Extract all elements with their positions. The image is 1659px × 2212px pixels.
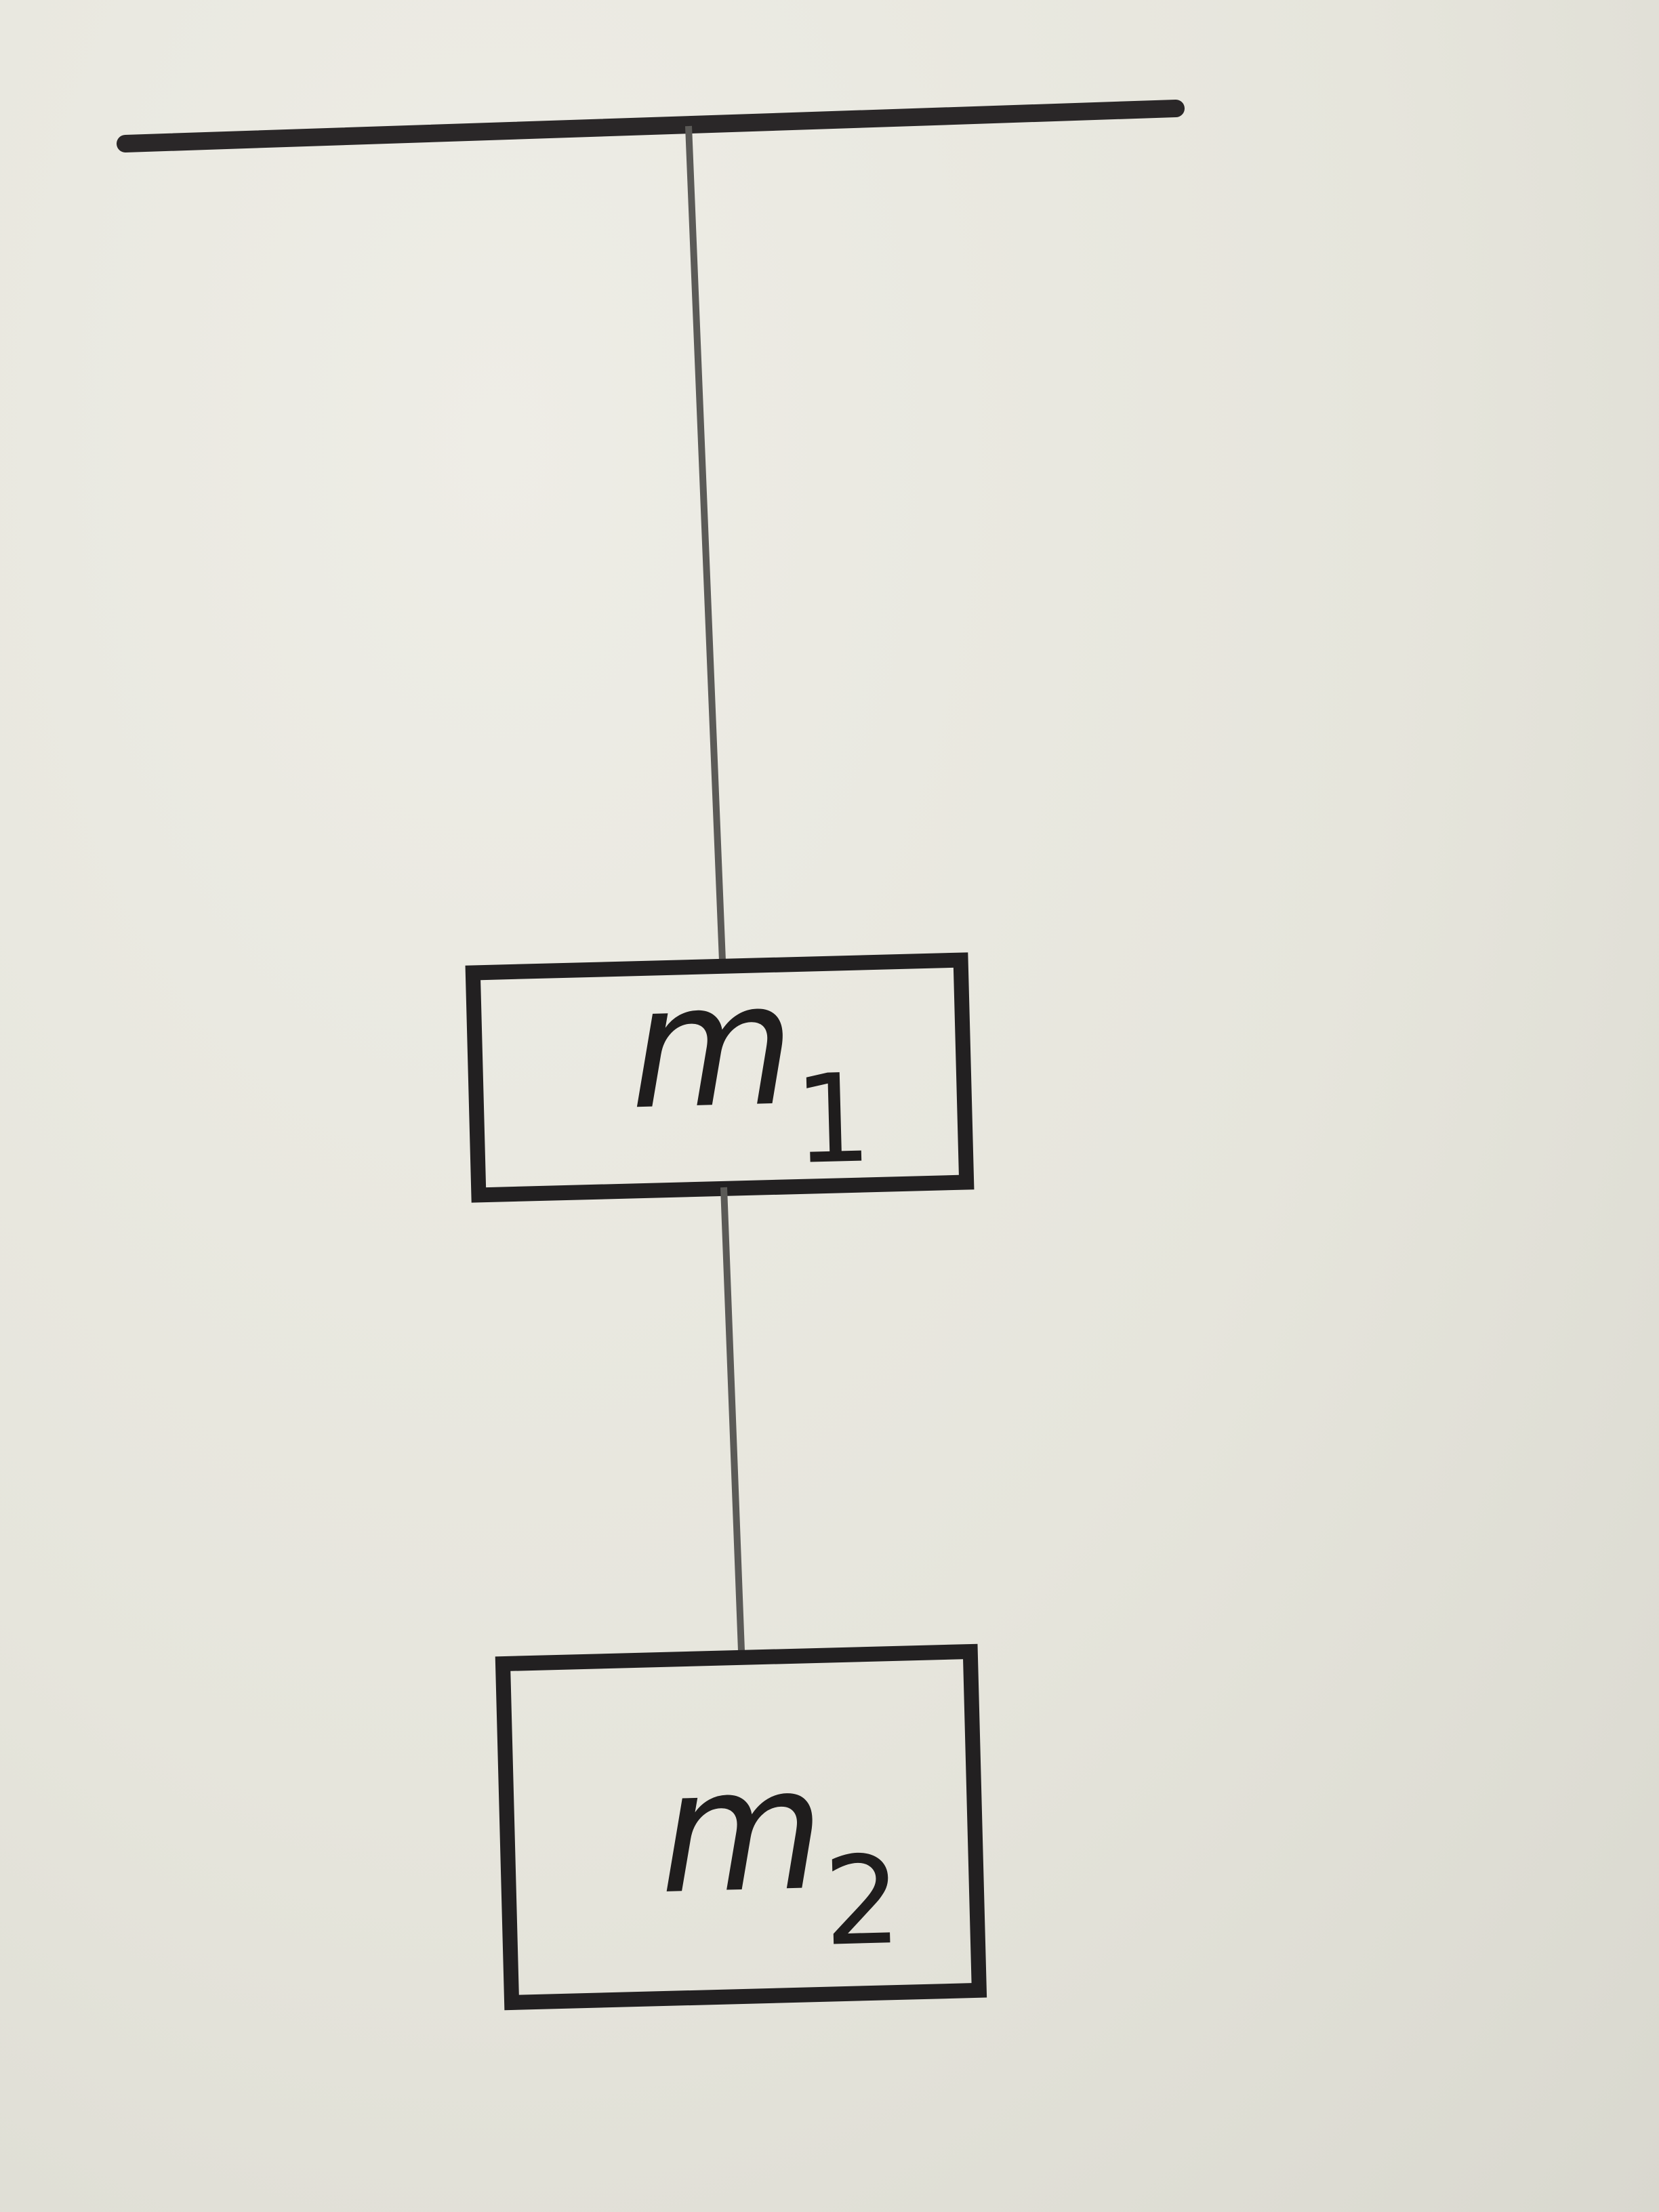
- lower-string: [720, 1187, 745, 1652]
- mass-1-subscript: 1: [792, 1048, 874, 1191]
- mass-2-symbol: m: [657, 1730, 827, 1931]
- mass-2-subscript: 2: [822, 1830, 903, 1973]
- mass-1-symbol: m: [627, 945, 797, 1147]
- mass-1-block: m 1: [465, 945, 975, 1203]
- ceiling-support: [117, 100, 1185, 152]
- mass-2-block: m 2: [495, 1643, 987, 2011]
- upper-string: [685, 125, 726, 962]
